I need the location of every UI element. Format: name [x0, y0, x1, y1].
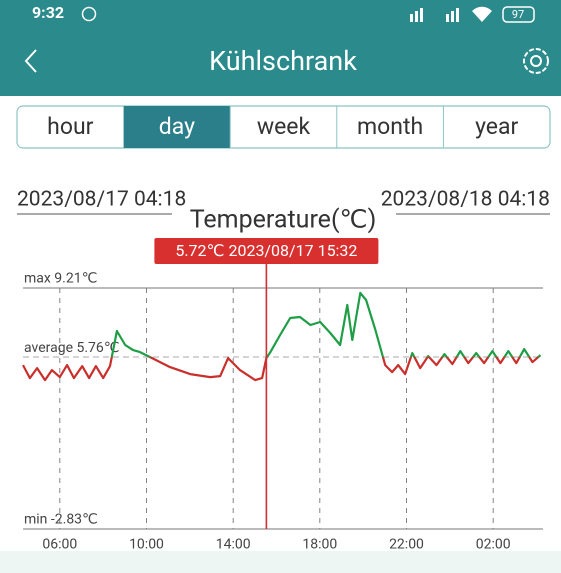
page-title: Kühlschrank: [209, 45, 357, 77]
tab[interactable]: month: [357, 113, 423, 140]
alarm-icon: [81, 6, 97, 22]
tab-selected: [123, 106, 231, 148]
app-bar: [0, 0, 561, 96]
x-tick-label: 14:00: [216, 537, 251, 553]
x-tick-label: 06:00: [42, 537, 77, 553]
settings-button[interactable]: [523, 48, 549, 74]
x-tick-label: 18:00: [302, 537, 337, 553]
tab-bar: [16, 105, 551, 149]
chart-title: Temperature(℃): [190, 206, 377, 235]
back-button[interactable]: [24, 49, 37, 73]
x-tick-label: 10:00: [129, 537, 164, 553]
temperature-line: [110, 291, 542, 358]
tab[interactable]: year: [475, 113, 518, 140]
range-start: 2023/08/17 04:18: [17, 188, 186, 212]
x-tick-label: 02:00: [476, 537, 511, 553]
status-time: 9:32: [32, 3, 64, 22]
tab[interactable]: week: [257, 113, 311, 140]
reference-label: min -2.83℃: [24, 512, 98, 528]
battery-icon: [502, 6, 535, 23]
tab[interactable]: hour: [47, 113, 93, 140]
tab[interactable]: day: [159, 113, 195, 140]
x-tick-label: 22:00: [389, 537, 424, 553]
temperature-line: [22, 357, 540, 382]
tooltip-box: [154, 238, 379, 264]
battery-level: 97: [512, 8, 524, 21]
signal-icons: [410, 6, 492, 23]
tooltip-label: 5.72℃ 2023/08/17 15:32: [175, 241, 357, 260]
range-end: 2023/08/18 04:18: [381, 188, 550, 212]
reference-label: max 9.21℃: [24, 271, 97, 287]
reference-label: average 5.76℃: [24, 340, 120, 356]
bottom-bar: [0, 551, 561, 573]
